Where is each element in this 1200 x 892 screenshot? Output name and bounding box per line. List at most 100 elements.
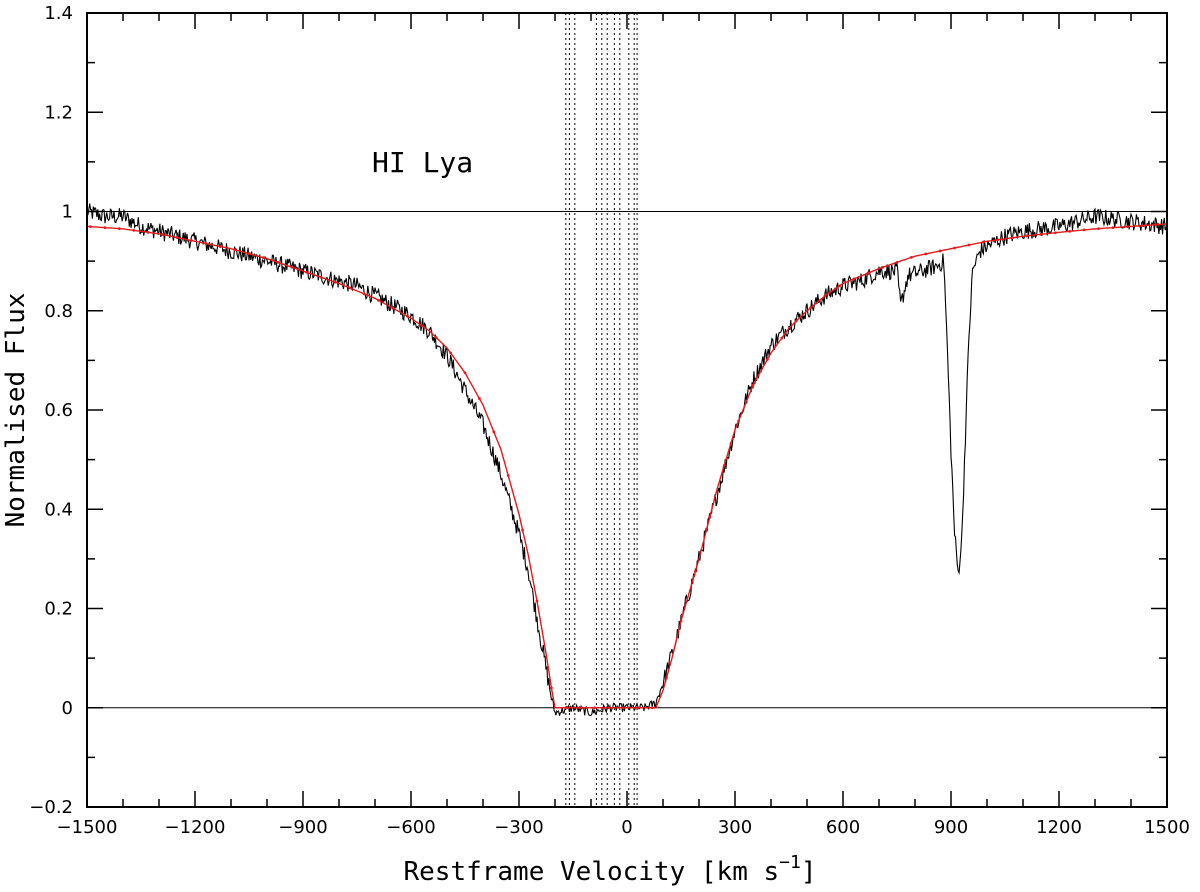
model-fit-marker-70 — [1097, 227, 1100, 231]
model-fit-marker-27 — [478, 397, 481, 400]
model-fit-marker-36 — [607, 706, 611, 710]
y-tick-label: 1.2 — [44, 102, 73, 123]
model-fit-marker-40 — [665, 676, 668, 679]
model-fit-marker-12 — [262, 256, 265, 260]
x-tick-label: −1200 — [165, 817, 226, 838]
y-tick-label: 0 — [62, 698, 73, 719]
model-fit-marker-1 — [103, 226, 107, 230]
x-axis-title-main: Restframe Velocity [km s — [403, 857, 779, 887]
model-fit-line — [87, 223, 1167, 709]
model-fit-marker-42 — [694, 569, 697, 573]
x-axis-title-end: ] — [801, 857, 817, 887]
model-fit-marker-73 — [1140, 224, 1144, 228]
x-tick-label: 1200 — [1036, 817, 1082, 838]
y-tick-label: −0.2 — [29, 797, 73, 818]
model-fit-marker-51 — [823, 294, 827, 298]
plot-frame — [86, 12, 1168, 808]
model-fit-marker-46 — [751, 383, 755, 387]
x-axis-title: Restframe Velocity [km s−1] — [403, 852, 816, 887]
model-fit-marker-8 — [204, 242, 208, 245]
x-tick-label: −1500 — [57, 817, 118, 838]
observed-spectrum-line — [87, 203, 1167, 717]
model-fit-marker-61 — [967, 243, 971, 247]
model-fit-marker-66 — [1039, 232, 1043, 236]
model-fit-marker-34 — [578, 706, 582, 710]
x-tick-label: 1500 — [1144, 817, 1190, 838]
model-fit-marker-31 — [535, 599, 539, 603]
y-tick-label: 0.2 — [44, 599, 73, 620]
model-fit-marker-18 — [348, 286, 352, 290]
model-fit-marker-21 — [391, 306, 395, 310]
model-fit-marker-68 — [1068, 229, 1072, 233]
model-fit-marker-24 — [434, 336, 438, 339]
model-fit-marker-33 — [564, 706, 568, 710]
model-fit-marker-54 — [866, 271, 870, 275]
model-fit-marker-9 — [218, 245, 222, 248]
model-fit-marker-11 — [247, 252, 251, 256]
model-fit-marker-14 — [290, 265, 294, 269]
model-fit-marker-16 — [319, 275, 323, 279]
model-fit-marker-58 — [924, 252, 928, 256]
model-fit-marker-67 — [1054, 231, 1057, 235]
model-fit-marker-25 — [449, 351, 452, 355]
model-fit-marker-45 — [737, 419, 740, 423]
model-fit-marker-53 — [852, 277, 856, 281]
model-fit-marker-44 — [722, 464, 726, 467]
model-fit-marker-3 — [132, 228, 136, 232]
model-fit-marker-65 — [1025, 234, 1028, 238]
model-fit-marker-59 — [938, 249, 942, 253]
model-fit-marker-57 — [910, 256, 913, 259]
model-fit-marker-20 — [377, 298, 380, 302]
y-axis-title: Normalised Flux — [1, 293, 31, 528]
x-tick-label: 900 — [934, 817, 968, 838]
model-fit-marker-71 — [1111, 226, 1115, 230]
model-fit-marker-2 — [118, 227, 121, 231]
model-fit-marker-62 — [982, 240, 985, 244]
x-tick-label: −900 — [278, 817, 327, 838]
model-fit-marker-35 — [593, 706, 596, 710]
x-tick-label: −300 — [494, 817, 543, 838]
model-fit-marker-28 — [492, 430, 496, 434]
model-fit-marker-48 — [780, 336, 784, 340]
model-fit-marker-4 — [146, 230, 150, 234]
x-tick-label: 600 — [826, 817, 860, 838]
model-fit-marker-69 — [1082, 228, 1086, 232]
x-tick-label: 300 — [718, 817, 752, 838]
model-fit-marker-52 — [838, 284, 841, 288]
model-fit-marker-72 — [1126, 225, 1129, 229]
line-annotation: HI Lya — [372, 146, 473, 179]
model-fit-marker-10 — [233, 248, 237, 252]
model-fit-marker-6 — [175, 236, 179, 239]
model-fit-marker-41 — [679, 619, 683, 623]
model-fit-marker-0 — [89, 225, 92, 229]
x-tick-label: −600 — [386, 817, 435, 838]
model-fit-marker-26 — [463, 371, 467, 375]
model-fit-marker-38 — [636, 706, 640, 710]
model-fit-marker-13 — [276, 260, 280, 264]
x-axis-title-exponent: −1 — [779, 852, 801, 873]
model-fit-marker-32 — [550, 686, 553, 690]
model-fit-marker-15 — [305, 270, 308, 274]
x-tick-label: 0 — [621, 817, 632, 838]
model-fit-marker-30 — [521, 528, 524, 532]
model-fit-marker-37 — [622, 706, 625, 710]
model-fit-marker-56 — [895, 260, 899, 264]
plot-area — [87, 13, 1167, 807]
axes: −1500 −1200 −900 −600 −300 0 300 600 900 1200 1500… — [29, 3, 1190, 838]
model-fit-marker-49 — [794, 319, 798, 323]
model-fit-marker-17 — [334, 280, 337, 284]
model-fit-marker-39 — [650, 706, 654, 710]
model-fit-marker-74 — [1154, 223, 1158, 227]
model-fit-marker-29 — [506, 474, 510, 477]
y-tick-label: 0.6 — [44, 400, 73, 421]
model-fit-marker-63 — [996, 238, 1000, 242]
model-fit-marker-55 — [881, 265, 884, 269]
y-tick-label: 0.4 — [44, 499, 73, 520]
model-fit-marker-50 — [809, 306, 812, 310]
model-fit-marker-22 — [406, 314, 409, 318]
y-tick-label: 0.8 — [44, 301, 73, 322]
y-tick-label: 1.4 — [44, 3, 73, 24]
model-fit-marker-43 — [708, 515, 712, 519]
model-fit-marker-7 — [190, 239, 193, 242]
